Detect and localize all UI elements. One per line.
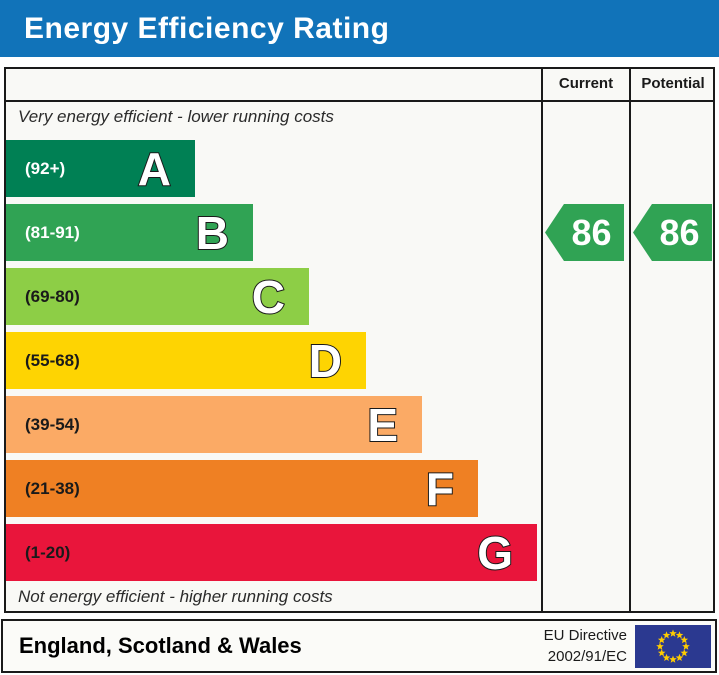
band-a: (92+) A bbox=[6, 140, 195, 197]
region-label: England, Scotland & Wales bbox=[19, 633, 302, 658]
divider-current-column bbox=[541, 67, 543, 613]
band-b: (81-91) B bbox=[6, 204, 253, 261]
column-header-potential: Potential bbox=[641, 75, 705, 92]
page-title: Energy Efficiency Rating bbox=[24, 11, 390, 45]
band-c: (69-80) C bbox=[6, 268, 309, 325]
current-rating-arrow: 86 bbox=[545, 204, 624, 261]
footer-bar: England, Scotland & Wales EU Directive 2… bbox=[1, 619, 717, 673]
band-d-range: (55-68) bbox=[25, 350, 80, 370]
band-g: (1-20) G bbox=[6, 524, 537, 581]
band-b-letter: B bbox=[195, 206, 230, 259]
divider-header-row bbox=[4, 100, 715, 102]
band-a-range: (92+) bbox=[25, 158, 66, 178]
bottom-note: Not energy efficient - higher running co… bbox=[18, 587, 333, 606]
eu-directive-label: EU Directive 2002/91/EC bbox=[544, 625, 627, 667]
eu-directive-line2: 2002/91/EC bbox=[547, 648, 627, 665]
band-e-letter: E bbox=[366, 398, 399, 451]
band-g-range: (1-20) bbox=[25, 542, 71, 562]
band-a-letter: A bbox=[137, 142, 172, 195]
band-f-range: (21-38) bbox=[25, 478, 80, 498]
column-header-current: Current bbox=[558, 75, 614, 92]
eu-flag-icon bbox=[635, 624, 711, 668]
band-g-letter: G bbox=[476, 526, 514, 579]
potential-rating-value: 86 bbox=[659, 211, 700, 253]
band-c-letter: C bbox=[251, 270, 286, 323]
title-bar: Energy Efficiency Rating bbox=[0, 0, 719, 57]
band-d: (55-68) D bbox=[6, 332, 366, 389]
band-f-letter: F bbox=[425, 462, 455, 515]
eu-directive-line1: EU Directive bbox=[543, 627, 627, 644]
band-c-range: (69-80) bbox=[25, 286, 80, 306]
potential-rating-arrow: 86 bbox=[633, 204, 712, 261]
band-d-letter: D bbox=[308, 334, 343, 387]
divider-potential-column bbox=[629, 67, 631, 613]
band-e: (39-54) E bbox=[6, 396, 422, 453]
band-e-range: (39-54) bbox=[25, 414, 80, 434]
top-note: Very energy efficient - lower running co… bbox=[18, 107, 334, 126]
band-f: (21-38) F bbox=[6, 460, 478, 517]
current-rating-value: 86 bbox=[571, 211, 612, 253]
band-b-range: (81-91) bbox=[25, 222, 80, 242]
